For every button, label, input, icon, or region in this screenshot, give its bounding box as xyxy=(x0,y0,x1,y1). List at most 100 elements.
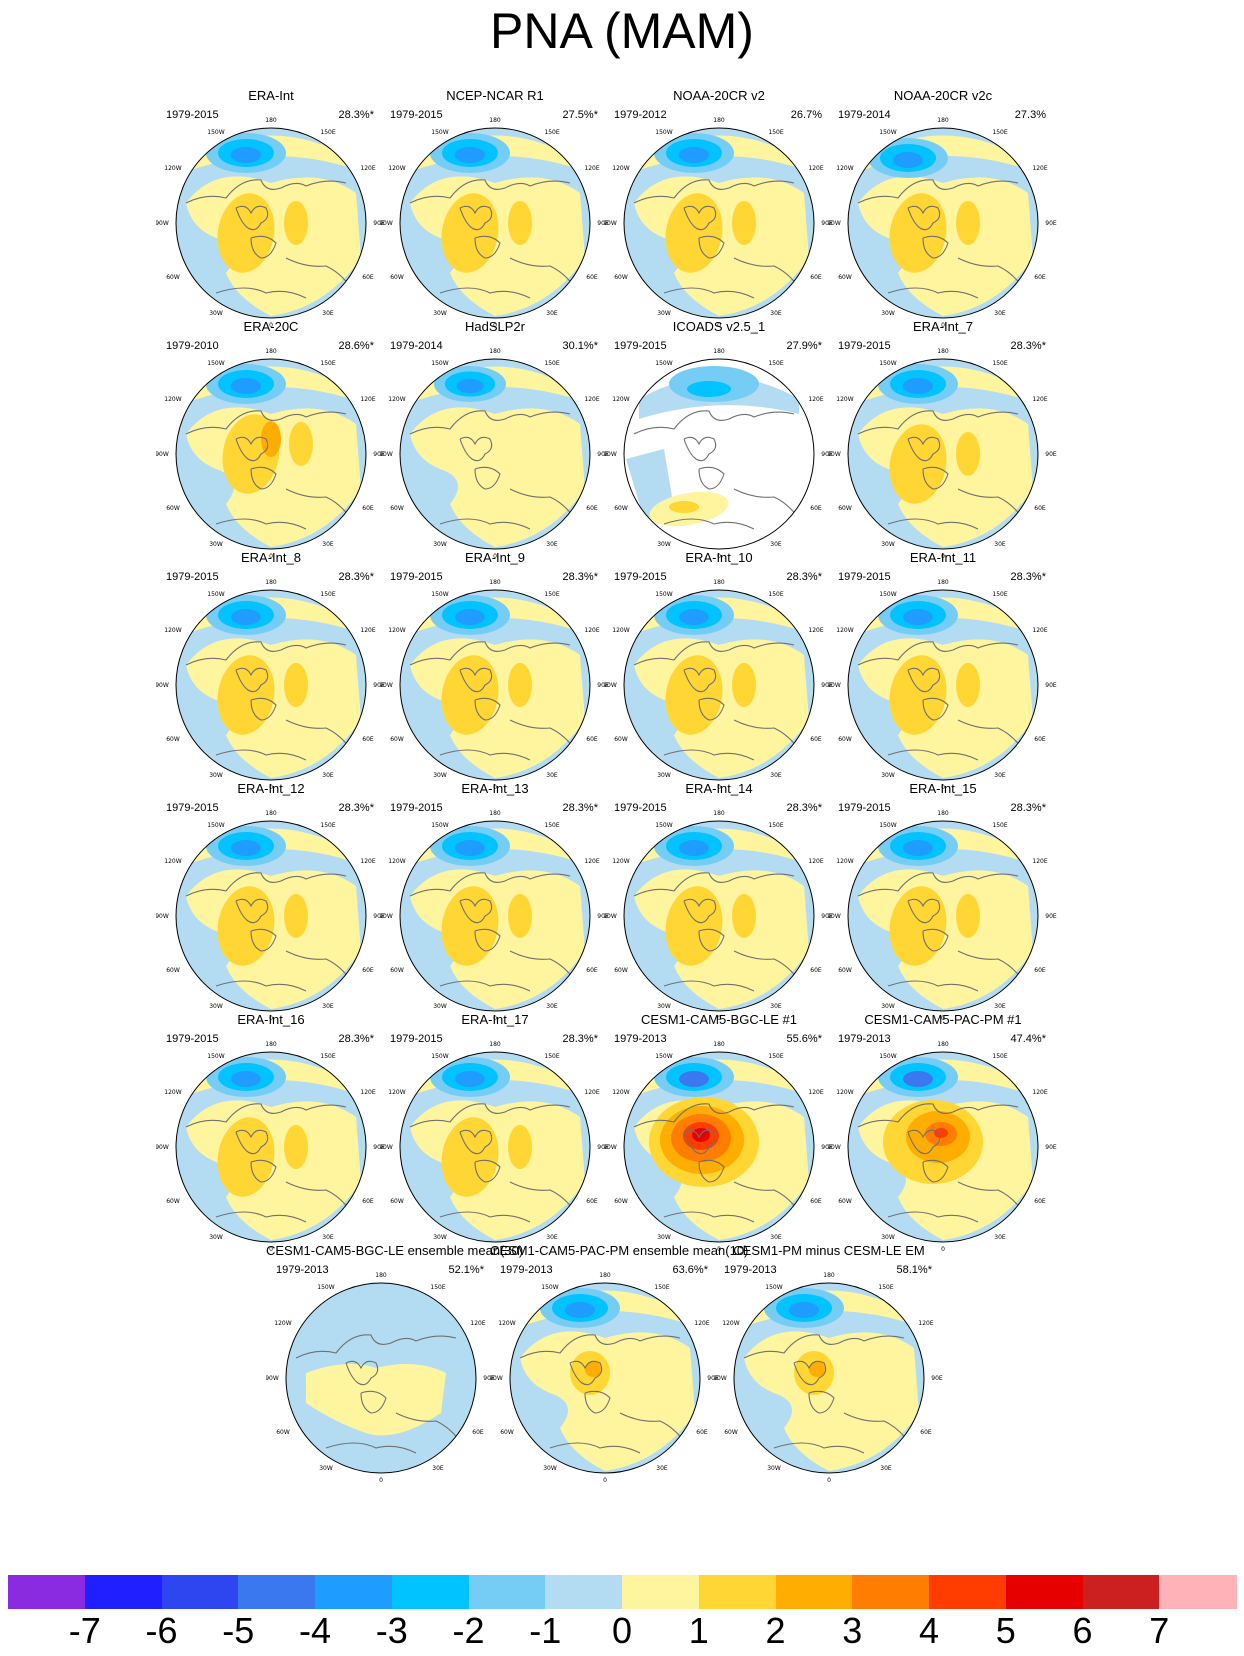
longitude-tick-label: 120E xyxy=(808,858,823,865)
coastline xyxy=(793,1360,827,1386)
low-anomaly-core xyxy=(687,381,731,397)
panel-years: 1979-2010 xyxy=(166,340,219,352)
longitude-tick-label: 60E xyxy=(1034,274,1046,281)
polar-map: 180 150W 150E 120W 120E 90W 90E 60W 60E 30W 30E 0 xyxy=(604,579,833,791)
longitude-tick-label: 150E xyxy=(992,129,1007,136)
coastline xyxy=(733,950,800,982)
coastline xyxy=(887,287,979,299)
coastline xyxy=(698,466,725,490)
longitude-tick-label: 150E xyxy=(992,1053,1007,1060)
high-pressure-anomaly-east xyxy=(956,894,980,938)
map-border xyxy=(623,820,815,1012)
longitude-tick-label: 0 xyxy=(379,1477,383,1484)
polar-map: 180 150W 150E 120W 120E 90W 90E 60W 60E 30W 30E 0 xyxy=(604,1041,833,1253)
coastline xyxy=(215,1211,307,1223)
longitude-tick-label: 60W xyxy=(390,274,404,281)
high-pressure-anomaly xyxy=(217,886,275,966)
map-border xyxy=(285,1282,477,1474)
longitude-tick-label: 30W xyxy=(433,1003,447,1010)
longitude-tick-label: 120E xyxy=(808,627,823,634)
longitude-tick-label: 30W xyxy=(881,772,895,779)
panel-title: CESM1-CAM5-PAC-PM #1 xyxy=(864,1012,1022,1027)
coastline xyxy=(459,205,493,231)
coastline xyxy=(922,697,949,721)
longitude-tick-label: 60E xyxy=(586,505,598,512)
high-pressure-anomaly-core xyxy=(934,1128,948,1138)
coastline xyxy=(922,1159,949,1183)
map-border xyxy=(175,589,367,781)
panel-variance-percent: 30.1%* xyxy=(562,340,598,352)
longitude-tick-label: 180 xyxy=(375,1272,387,1279)
longitude-tick-label: 30E xyxy=(546,1003,558,1010)
longitude-tick-label: 60E xyxy=(1034,967,1046,974)
longitude-tick-label: 0 xyxy=(717,1015,721,1022)
coastline xyxy=(887,749,979,761)
longitude-tick-label: 150E xyxy=(320,1053,335,1060)
coastline xyxy=(509,1181,576,1213)
longitude-tick-label: 60W xyxy=(166,736,180,743)
longitude-tick-label: 60W xyxy=(614,274,628,281)
longitude-tick-label: 150W xyxy=(765,1284,782,1291)
longitude-tick-label: 60E xyxy=(1034,736,1046,743)
longitude-tick-label: 60E xyxy=(472,1429,484,1436)
coastline xyxy=(474,697,501,721)
longitude-tick-label: 0 xyxy=(269,1246,273,1253)
map-panel: ERA-Int 1979-2015 28.3%* 180 150W 150E 120W 120… xyxy=(156,88,386,329)
colorbar xyxy=(8,1575,1237,1609)
coastline xyxy=(633,641,795,666)
map-border xyxy=(399,589,591,781)
longitude-tick-label: 30W xyxy=(657,310,671,317)
panel-years: 1979-2013 xyxy=(838,1033,891,1045)
panel-years: 1979-2015 xyxy=(390,1033,443,1045)
longitude-tick-label: 150E xyxy=(544,1053,559,1060)
panel-title: HadSLP2r xyxy=(465,319,525,334)
longitude-tick-label: 60W xyxy=(166,505,180,512)
longitude-tick-label: 150W xyxy=(431,822,448,829)
longitude-tick-label: 120W xyxy=(274,1320,291,1327)
panel-variance-percent: 28.3%* xyxy=(1010,571,1046,583)
longitude-tick-label: 120E xyxy=(360,627,375,634)
longitude-tick-label: 90E xyxy=(1045,451,1057,458)
low-pressure-anomaly-core xyxy=(455,1071,485,1087)
low-pressure-anomaly-core xyxy=(893,152,923,168)
longitude-tick-label: 60W xyxy=(838,274,852,281)
map-border xyxy=(623,1051,815,1243)
map-panel: ERA-Int_12 1979-2015 28.3%* 180 150W 150E 120W… xyxy=(156,781,386,1022)
longitude-tick-label: 90W xyxy=(380,220,393,227)
longitude-tick-label: 30E xyxy=(322,1003,334,1010)
coastline xyxy=(887,980,979,992)
colorbar-swatch xyxy=(1005,1575,1083,1609)
longitude-tick-label: 150W xyxy=(431,1053,448,1060)
panel-years: 1979-2015 xyxy=(390,802,443,814)
longitude-tick-label: 180 xyxy=(937,117,949,124)
longitude-tick-label: 60W xyxy=(838,505,852,512)
longitude-tick-label: 30W xyxy=(767,1465,781,1472)
panel-years: 1979-2013 xyxy=(500,1264,553,1276)
coastline xyxy=(773,1442,865,1454)
low-pressure-anomaly-core xyxy=(903,1071,933,1087)
map-panel: HadSLP2r 1979-2014 30.1%* 180 150W 150E 120W 12… xyxy=(380,319,610,560)
longitude-tick-label: 120E xyxy=(360,165,375,172)
longitude-tick-label: 60W xyxy=(390,967,404,974)
coastline xyxy=(509,950,576,982)
coastline xyxy=(733,1181,800,1213)
longitude-tick-label: 120W xyxy=(388,1089,405,1096)
longitude-tick-label: 90E xyxy=(931,1375,943,1382)
colorbar-tick-label: -6 xyxy=(145,1610,178,1651)
polar-map: 180 150W 150E 120W 120E 90W 90E 60W 60E 30W 30E 0 xyxy=(156,117,385,329)
map-border xyxy=(847,358,1039,550)
longitude-tick-label: 180 xyxy=(713,810,725,817)
map-panel: ERA-Int_8 1979-2015 28.3%* 180 150W 150E 120W 1… xyxy=(156,550,386,791)
high-pressure-anomaly xyxy=(665,193,723,273)
coastline xyxy=(185,179,347,204)
coastline xyxy=(235,205,269,231)
longitude-tick-label: 30E xyxy=(994,541,1006,548)
longitude-tick-label: 120W xyxy=(164,858,181,865)
panel-title: CESM1-CAM5-BGC-LE #1 xyxy=(640,1012,798,1027)
high-pressure-anomaly-east xyxy=(956,201,980,245)
coastline xyxy=(285,1181,352,1213)
longitude-tick-label: 90W xyxy=(604,451,617,458)
longitude-tick-label: 90E xyxy=(1045,913,1057,920)
colorbar-tick-label: 5 xyxy=(995,1610,1016,1651)
panel-variance-percent: 52.1%* xyxy=(448,1264,484,1276)
